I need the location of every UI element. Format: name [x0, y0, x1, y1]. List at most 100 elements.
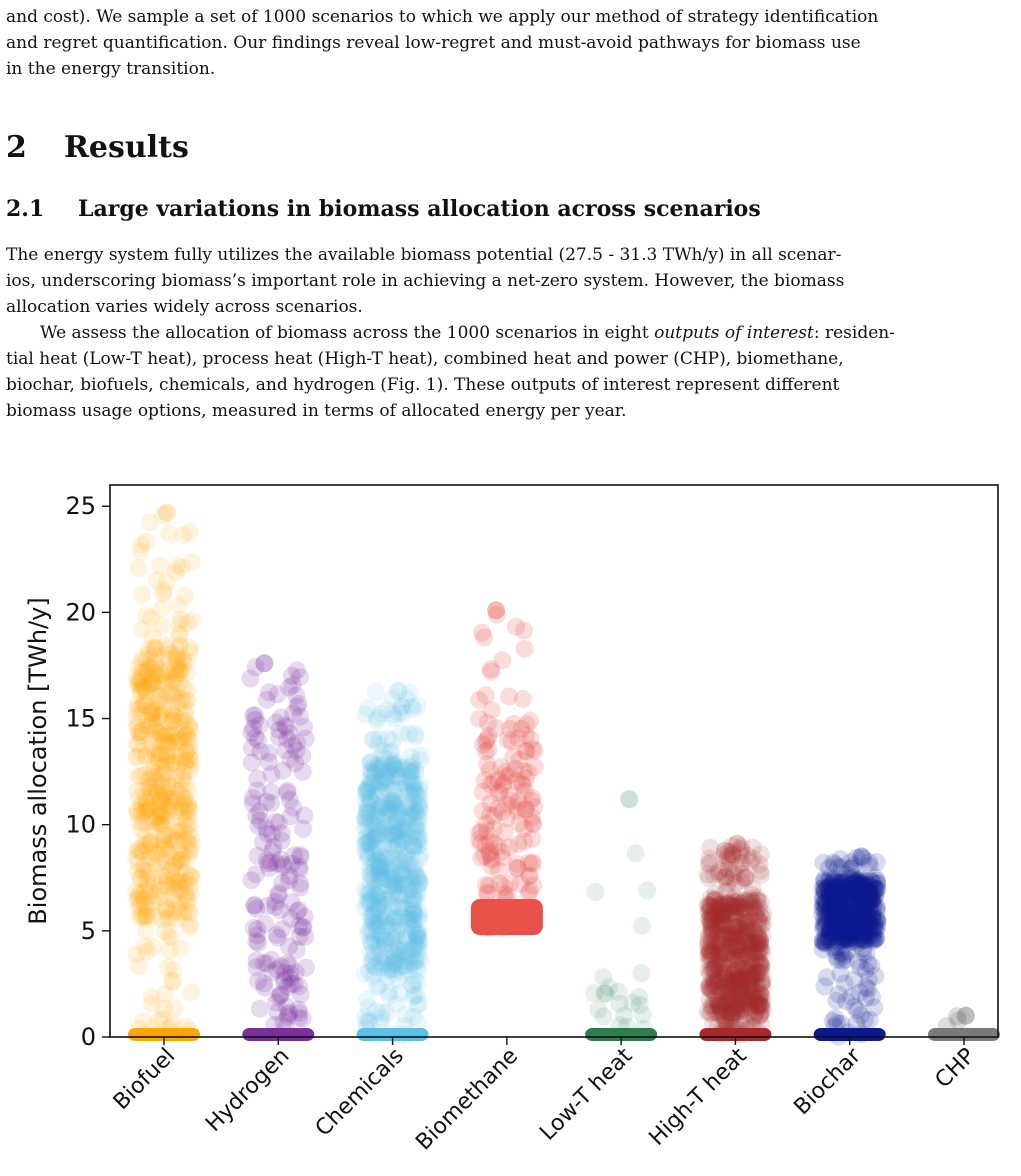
data-point [857, 931, 876, 950]
data-point [726, 992, 745, 1011]
data-point [137, 747, 156, 766]
data-point [399, 960, 417, 979]
data-point [131, 726, 150, 745]
data-point [730, 979, 749, 998]
data-point [129, 723, 148, 742]
data-point [169, 823, 187, 842]
data-point [178, 742, 197, 761]
data-point [747, 977, 766, 995]
data-point [356, 829, 375, 847]
data-point [149, 798, 168, 817]
data-point [859, 881, 878, 900]
data-point [377, 1003, 396, 1022]
data-point [742, 885, 761, 904]
data-point [390, 942, 409, 961]
data-point [168, 645, 187, 664]
data-point [159, 778, 178, 797]
data-point [408, 815, 427, 834]
data-point [723, 907, 742, 926]
data-point [128, 747, 147, 766]
data-point [406, 727, 425, 746]
data-point [386, 864, 405, 883]
data-point [710, 940, 729, 959]
data-point [150, 764, 168, 783]
data-point [735, 868, 754, 887]
data-point [701, 974, 720, 993]
data-point [851, 911, 870, 930]
data-point [145, 720, 164, 739]
data-point [164, 671, 183, 690]
data-point [735, 899, 754, 918]
data-point [166, 563, 185, 582]
data-point [407, 926, 426, 945]
data-point [732, 842, 751, 861]
data-point [162, 927, 181, 946]
data-point [494, 776, 513, 795]
data-point [726, 1000, 745, 1019]
data-point [148, 816, 167, 835]
data-point [489, 770, 508, 789]
data-point [411, 950, 430, 969]
data-point [290, 977, 309, 996]
data-point [408, 929, 427, 948]
data-point [175, 902, 194, 920]
data-point [833, 880, 852, 899]
data-point [819, 930, 838, 949]
data-point [710, 935, 729, 954]
data-point [291, 668, 309, 687]
data-point [178, 725, 196, 743]
data-point [271, 901, 290, 919]
data-point [396, 944, 415, 963]
data-point [154, 830, 173, 849]
data-point [708, 934, 727, 953]
data-point [404, 910, 423, 929]
data-point [727, 996, 746, 1015]
data-point [372, 760, 391, 779]
data-point [371, 931, 390, 950]
data-point [830, 908, 849, 927]
data-point [480, 842, 499, 861]
data-point [513, 690, 532, 708]
data-point [705, 900, 724, 919]
data-point [719, 901, 738, 919]
data-point [176, 884, 195, 903]
data-point [727, 925, 746, 944]
data-point [139, 877, 158, 896]
data-point [719, 896, 738, 915]
data-point [362, 906, 381, 925]
data-point [726, 906, 744, 924]
data-point [753, 908, 772, 927]
data-point [260, 752, 278, 771]
data-point [744, 898, 763, 917]
data-point [384, 779, 403, 798]
data-point [146, 701, 165, 720]
data-point [164, 711, 183, 730]
data-point [744, 849, 762, 868]
data-point [723, 930, 742, 949]
data-point [388, 836, 407, 855]
data-point [404, 837, 423, 856]
data-point [146, 647, 164, 666]
data-point [171, 940, 190, 958]
data-point [359, 776, 377, 795]
data-point [732, 968, 751, 987]
data-point [706, 890, 725, 909]
data-point [249, 731, 268, 750]
data-point [376, 827, 395, 846]
data-point [411, 793, 430, 812]
data-point [721, 971, 739, 990]
data-point [382, 960, 401, 979]
data-point [370, 758, 388, 777]
data-point [814, 919, 833, 938]
data-point [251, 742, 270, 761]
data-point [130, 895, 149, 914]
data-point [291, 985, 310, 1004]
data-point [739, 902, 758, 921]
data-point [271, 850, 290, 869]
x-category-label: Biofuel [109, 1044, 180, 1115]
data-point [489, 799, 508, 818]
data-point [398, 885, 416, 904]
data-point [752, 998, 771, 1017]
data-point [753, 970, 772, 989]
data-point [739, 991, 758, 1010]
